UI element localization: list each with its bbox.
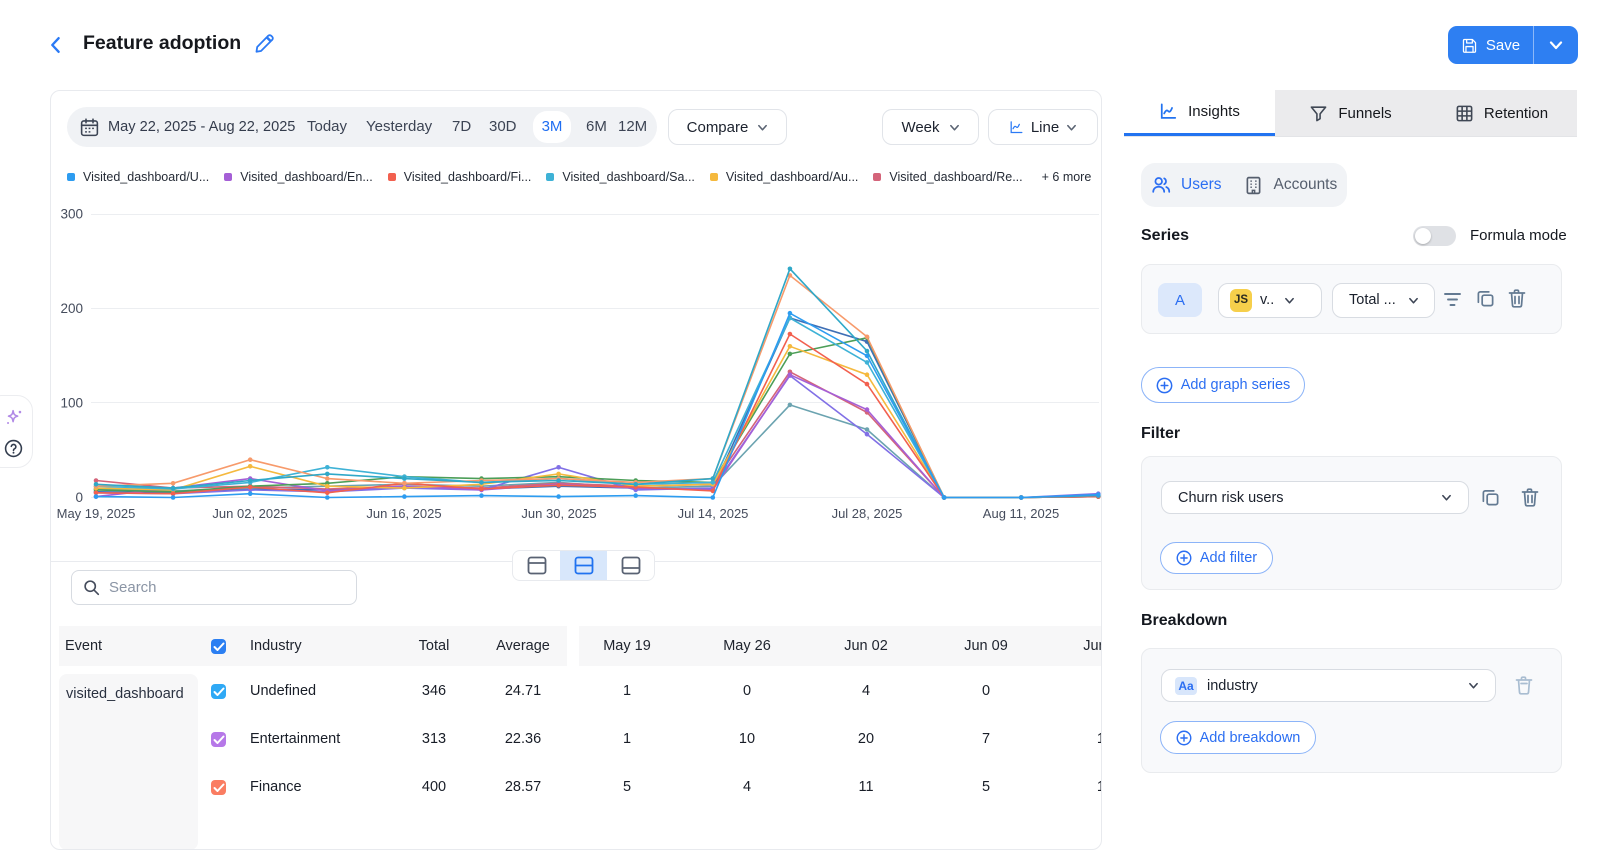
svg-text:May 19, 2025: May 19, 2025 — [57, 506, 136, 521]
svg-text:100: 100 — [60, 396, 83, 411]
svg-text:300: 300 — [60, 207, 83, 222]
svg-text:200: 200 — [60, 301, 83, 316]
svg-text:Jul 14, 2025: Jul 14, 2025 — [678, 506, 749, 521]
svg-text:Jun 16, 2025: Jun 16, 2025 — [366, 506, 441, 521]
svg-text:0: 0 — [75, 490, 83, 505]
svg-text:Jun 02, 2025: Jun 02, 2025 — [212, 506, 287, 521]
svg-text:Aug 11, 2025: Aug 11, 2025 — [983, 506, 1059, 521]
svg-text:Jun 30, 2025: Jun 30, 2025 — [521, 506, 596, 521]
svg-text:Jul 28, 2025: Jul 28, 2025 — [832, 506, 903, 521]
